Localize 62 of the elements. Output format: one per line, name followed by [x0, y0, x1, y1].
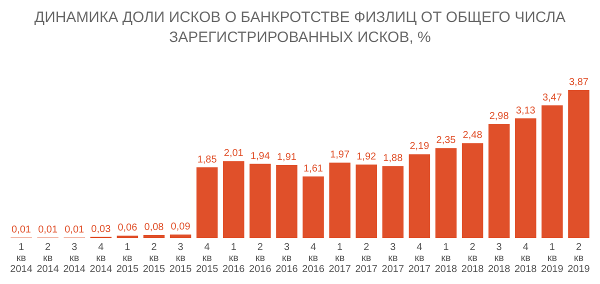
- data-label: 1,85: [197, 154, 218, 166]
- bar: [382, 166, 404, 238]
- data-label: 1,88: [383, 153, 404, 164]
- data-label: 1,91: [276, 152, 297, 163]
- data-label: 0,06: [118, 222, 138, 234]
- x-tick-label: 2 кв 2015: [142, 242, 166, 275]
- bar: [356, 164, 377, 238]
- bar: [542, 105, 563, 238]
- data-label: 3,87: [568, 77, 589, 88]
- bar: [515, 118, 536, 238]
- bar: [302, 176, 324, 238]
- bar: [223, 161, 244, 238]
- x-tick-label: 4 кв 2014: [90, 242, 112, 275]
- x-tick-label: 1 кв 2015: [116, 242, 140, 275]
- x-tick-label: 4 кв 2015: [196, 242, 219, 275]
- bar: [250, 164, 271, 238]
- data-label: 1,61: [304, 163, 324, 174]
- x-tick-label: 3 кв 2017: [382, 242, 404, 275]
- data-label: 0,01: [38, 224, 58, 236]
- data-label: 0,09: [170, 222, 191, 233]
- data-label: 2,35: [436, 135, 456, 146]
- data-label: 0,08: [144, 222, 164, 233]
- data-label: 2,48: [462, 130, 483, 142]
- data-label: 3,47: [542, 92, 562, 104]
- bar: [568, 90, 590, 238]
- x-tick-label: 1 кв 2017: [328, 242, 352, 275]
- data-label: 0,01: [64, 224, 85, 236]
- x-tick-label: 4 кв 2017: [408, 242, 432, 275]
- bar: [196, 167, 218, 238]
- bar: [435, 148, 457, 238]
- data-label: 2,19: [410, 141, 430, 152]
- data-label: 1,92: [356, 152, 377, 163]
- x-tick-label: 2 кв 2018: [461, 242, 484, 275]
- x-tick-label: 2 кв 2019: [568, 242, 590, 275]
- x-tick-label: 3 кв 2018: [488, 242, 511, 275]
- bar: [488, 124, 510, 238]
- bar: [408, 154, 430, 238]
- data-label: 1,94: [250, 150, 270, 162]
- x-tick-label: 1 кв 2019: [541, 242, 564, 275]
- x-tick-label: 1 кв 2016: [222, 242, 246, 275]
- chart-title: ДИНАМИКА ДОЛИ ИСКОВ О БАНКРОТСТВЕ ФИЗЛИЦ ОТ ОБЩЕГО ЧИСЛА ЗАРЕГИСТРИРОВАННЫХ ИСКОВ, %: [34, 9, 566, 46]
- x-tick-label: 3 кв 2015: [169, 242, 192, 275]
- x-tick-label: 3 кв 2014: [63, 242, 86, 275]
- data-label: 1,97: [330, 150, 350, 161]
- data-label: 2,01: [224, 148, 244, 160]
- bar: [143, 234, 165, 238]
- x-tick-label: 1 кв 2018: [434, 242, 458, 275]
- x-tick-label: 2 кв 2016: [249, 242, 272, 275]
- data-label: 0,03: [91, 224, 112, 235]
- bar: [329, 162, 350, 238]
- data-label: 3,13: [516, 105, 536, 116]
- bar: [276, 164, 298, 238]
- bar: [462, 143, 484, 238]
- x-tick-label: 1 кв 2014: [10, 242, 33, 275]
- x-tick-label: 2 кв 2017: [355, 242, 378, 275]
- data-label: 2,98: [489, 111, 510, 122]
- x-tick-label: 4 кв 2016: [302, 242, 325, 275]
- data-label: 0,01: [12, 224, 32, 236]
- x-tick-label: 2 кв 2014: [36, 242, 60, 275]
- x-tick-label: 4 кв 2018: [514, 242, 538, 275]
- bar: [170, 234, 192, 238]
- x-tick-label: 3 кв 2016: [276, 242, 298, 275]
